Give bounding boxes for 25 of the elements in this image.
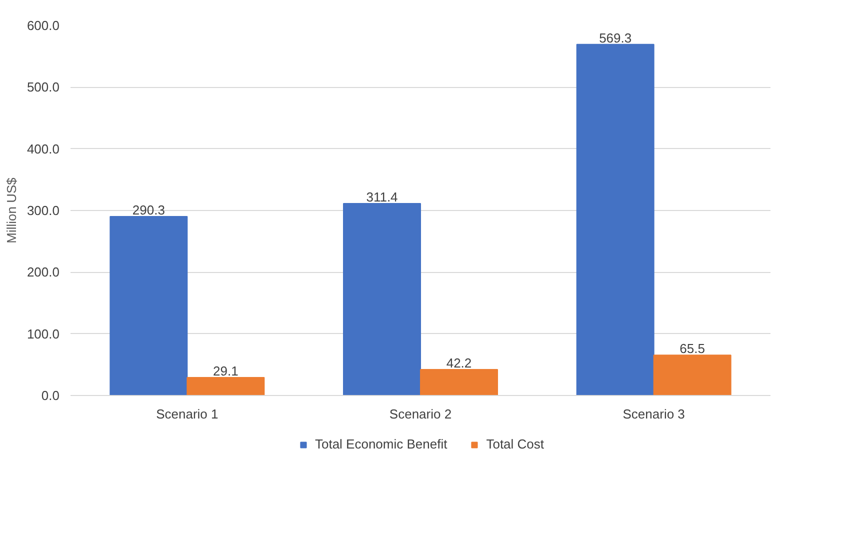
y-tick-label: 300.0 xyxy=(26,203,60,218)
bar xyxy=(576,44,654,396)
x-tick-label: Scenario 1 xyxy=(156,406,218,422)
x-tick-label: Scenario 3 xyxy=(622,406,685,422)
bar xyxy=(420,368,498,396)
y-tick-label: 500.0 xyxy=(26,80,60,95)
legend-label: Total Economic Benefit xyxy=(314,436,448,452)
data-label: 569.3 xyxy=(599,30,632,46)
bar xyxy=(653,354,732,396)
legend-label: Total Cost xyxy=(486,436,544,452)
bar xyxy=(343,202,421,396)
bar xyxy=(186,377,265,396)
data-label: 65.5 xyxy=(680,341,705,356)
y-axis-title: Million US$ xyxy=(4,176,19,244)
data-label: 290.3 xyxy=(132,202,165,218)
data-label: 42.2 xyxy=(446,355,472,370)
y-tick-label: 100.0 xyxy=(26,326,60,342)
bar xyxy=(110,216,188,396)
y-tick-label: 600.0 xyxy=(26,18,60,33)
y-tick-label: 0.0 xyxy=(41,388,60,403)
x-tick-label: Scenario 2 xyxy=(389,406,452,422)
data-label: 29.1 xyxy=(213,364,238,379)
y-tick-label: 400.0 xyxy=(26,141,60,156)
y-tick-label: 200.0 xyxy=(26,264,60,280)
data-label: 311.4 xyxy=(366,189,398,204)
